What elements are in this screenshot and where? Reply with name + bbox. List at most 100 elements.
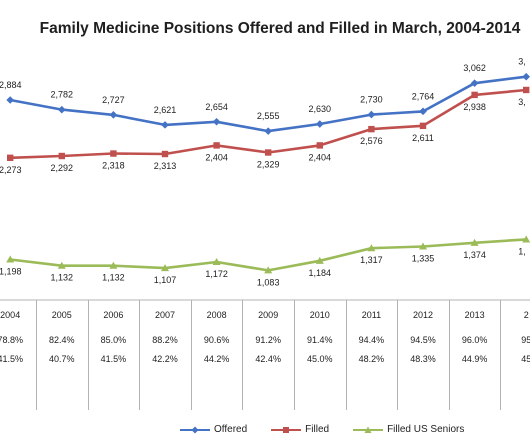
legend-item-offered: Offered (180, 424, 247, 435)
data-label: 3, (518, 57, 526, 67)
data-label: 1,107 (154, 275, 177, 285)
data-label: 2,782 (51, 90, 74, 100)
table-row1-cell: 78.8% (0, 335, 23, 345)
table-year-label: 2008 (207, 310, 227, 320)
data-point-marker (419, 122, 427, 130)
data-label: 2,404 (309, 152, 332, 162)
table-row2-cell: 42.2% (152, 354, 178, 364)
data-point-marker (470, 79, 479, 87)
data-point-marker (316, 142, 323, 149)
data-point-marker (522, 235, 530, 243)
table-row1-cell: 91.2% (255, 335, 281, 345)
data-point-marker (6, 96, 14, 104)
table-year-label: 2009 (258, 310, 278, 320)
legend-label-offered: Offered (214, 424, 248, 435)
data-point-marker (109, 111, 118, 119)
data-point-marker (471, 91, 478, 99)
legend-label-filled-us-seniors: Filled US Seniors (387, 424, 465, 435)
table-row2-cell: 40.7% (49, 354, 75, 364)
data-point-marker (419, 242, 427, 250)
data-label: 1,198 (0, 266, 21, 276)
table-year-label: 2010 (310, 310, 330, 320)
table-row1-cell: 91.4% (307, 335, 333, 345)
data-label: 2,313 (154, 161, 177, 171)
data-label: 1,083 (257, 277, 280, 287)
data-point-marker (57, 261, 66, 269)
data-label: 2,938 (463, 102, 486, 112)
data-point-marker (213, 142, 220, 149)
table-row2-cell: 45.0% (307, 354, 333, 364)
data-point-marker (264, 266, 273, 274)
table-year-label: 2011 (362, 310, 381, 320)
table-year-label: 2006 (103, 310, 123, 320)
data-label: 2,727 (102, 95, 125, 105)
table-row2-cell: 41.5% (101, 354, 127, 364)
table-row2-cell: 41.5% (0, 354, 23, 364)
table-row1-cell: 82.4% (49, 335, 75, 345)
table-row1-cell: 94.4% (359, 335, 385, 345)
legend-item-filled: Filled (271, 424, 329, 435)
legend-label-filled: Filled (305, 424, 330, 435)
data-label: 3, (518, 97, 526, 107)
data-point-marker (419, 107, 427, 116)
data-label: 1,184 (309, 268, 332, 278)
data-label: 1,132 (102, 273, 125, 283)
data-label: 2,318 (102, 161, 125, 171)
table-row1-cell: 94.5% (410, 335, 436, 345)
series-line-filled-us-seniors (10, 238, 527, 272)
data-point-marker (212, 257, 221, 265)
table-row1-cell: 85.0% (101, 335, 127, 345)
data-label: 2,621 (154, 105, 177, 115)
data-point-marker (367, 110, 376, 119)
data-point-marker (7, 154, 14, 162)
data-point-marker (161, 121, 169, 129)
data-label: 2,555 (257, 111, 280, 121)
table-row2-cell: 42.4% (255, 354, 281, 364)
data-point-marker (522, 72, 530, 81)
table-row2-cell: 45 (521, 354, 530, 364)
table-row1-cell: 90.6% (204, 335, 230, 345)
legend-swatch-filled-us-seniors (353, 426, 384, 433)
data-label: 2,630 (309, 104, 332, 114)
data-point-marker (316, 120, 324, 128)
data-label: 2,764 (412, 91, 435, 101)
data-point-marker (161, 264, 169, 272)
data-label: 1,374 (463, 250, 486, 260)
data-label: 1,335 (412, 254, 435, 264)
series-line-offered (9, 75, 527, 133)
data-point-marker (368, 125, 375, 133)
table-row2-cell: 48.3% (410, 354, 436, 364)
data-label: 1,172 (205, 269, 228, 279)
chart-legend: Offered Filled Filled US Seniors (180, 424, 464, 435)
table-row2-cell: 44.9% (462, 354, 488, 364)
data-label: 1,317 (360, 255, 383, 265)
data-point-marker (367, 244, 376, 252)
data-point-marker (315, 256, 324, 264)
data-point-marker (109, 261, 118, 269)
data-label: 2,292 (51, 163, 74, 173)
data-point-marker (523, 86, 530, 94)
legend-item-filled-us-seniors: Filled US Seniors (353, 424, 464, 435)
table-year-label: 2004 (0, 310, 20, 320)
table-year-label: 2007 (155, 310, 175, 320)
data-point-marker (6, 255, 15, 263)
table-row1-cell: 95 (521, 335, 530, 345)
data-point-marker (161, 150, 169, 158)
table-row2-cell: 44.2% (204, 354, 230, 364)
data-point-marker (110, 150, 117, 157)
table-year-label: 2012 (413, 310, 433, 320)
table-row2-cell: 48.2% (359, 354, 385, 364)
data-label: 3,062 (463, 63, 486, 73)
data-point-marker (264, 127, 272, 135)
data-label: 1, (518, 246, 526, 256)
data-point-marker (58, 105, 66, 114)
data-point-marker (58, 152, 65, 160)
data-label: 2,404 (205, 152, 228, 162)
data-label: 2,654 (205, 102, 228, 112)
chart-title: Family Medicine Positions Offered and Fi… (39, 20, 521, 37)
legend-swatch-filled (271, 426, 302, 433)
data-label: 2,329 (257, 160, 280, 170)
table-year-label: 2013 (465, 310, 485, 320)
data-label: 2,611 (412, 133, 434, 143)
data-point-marker (470, 238, 479, 246)
